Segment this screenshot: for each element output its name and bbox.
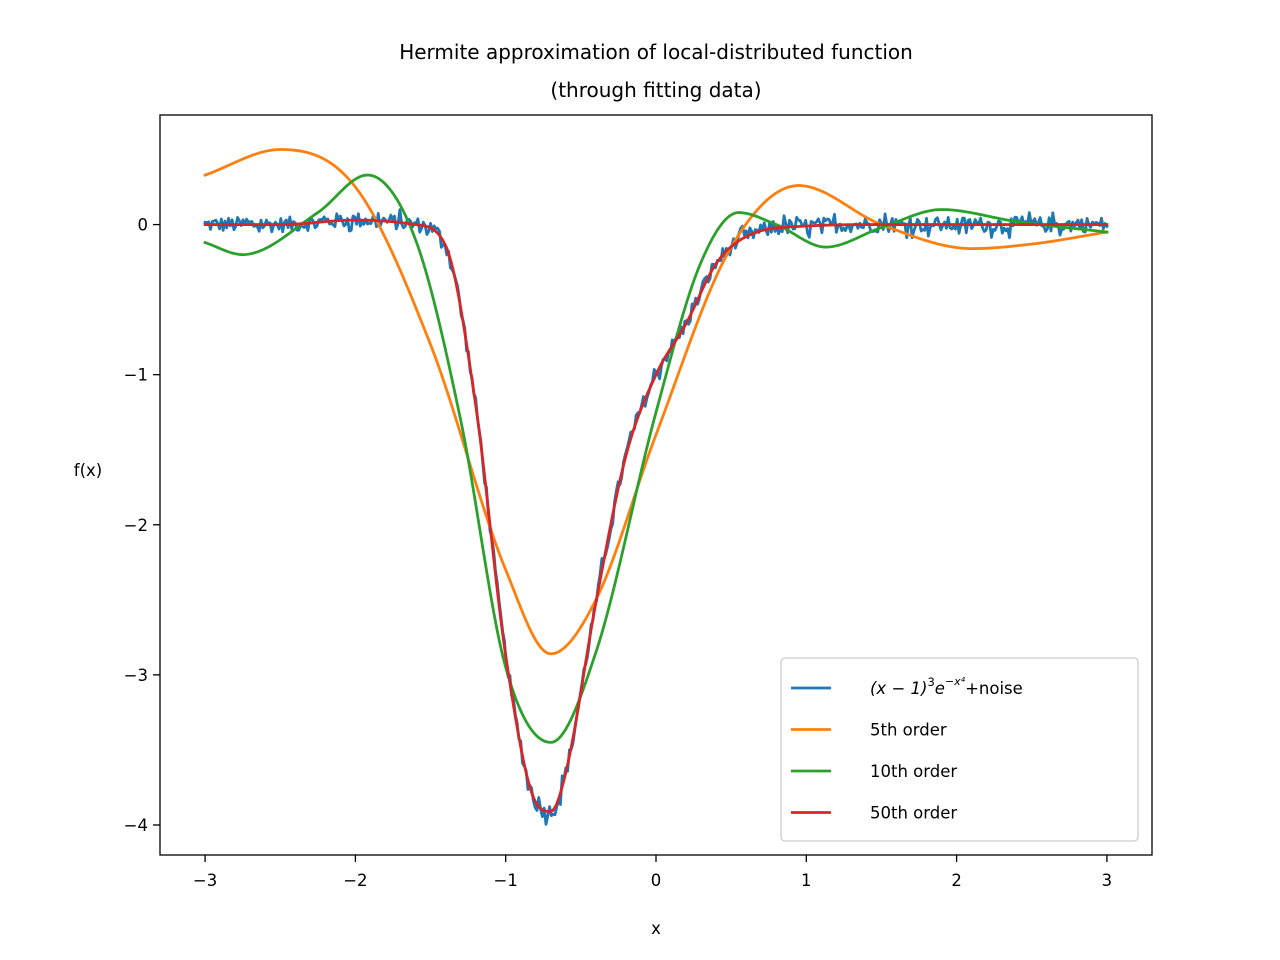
chart-title-line-1: Hermite approximation of local-distribut… [399,40,913,64]
axes-layer: −3 −2 −1 0 1 2 3 −4 −3 −2 −1 0 [124,114,1153,890]
x-tick-label: −3 [193,871,217,890]
series-line-1 [203,148,1109,656]
x-tick-label: 0 [651,871,662,890]
x-axis-label: x [651,919,661,938]
y-tick-label: −3 [124,666,148,685]
x-tick-label: 1 [801,871,812,890]
legend: (x − 1)3e−x⁴+noise 5th order 10th order 50t… [780,657,1139,842]
series-layer [203,148,1109,826]
y-tick-label: 0 [138,216,149,235]
x-tick-label: 2 [951,871,962,890]
x-tick-label: 3 [1102,871,1113,890]
y-axis-label: f(x) [74,461,102,480]
y-tick-label: −4 [124,816,148,835]
y-tick-label: −2 [124,516,148,535]
y-tick-label: −1 [124,366,148,385]
legend-label-2: 10th order [870,762,957,781]
legend-box [780,657,1139,842]
series-line-3 [203,218,1109,813]
legend-label-1: 5th order [870,721,947,740]
legend-label-0: (x − 1)3e−x⁴+noise [870,675,1023,698]
series-line-2 [203,173,1109,744]
chart-title-line-2: (through fitting data) [550,78,761,102]
legend-label-3: 50th order [870,804,957,823]
x-tick-label: −2 [343,871,367,890]
x-tick-label: −1 [494,871,518,890]
